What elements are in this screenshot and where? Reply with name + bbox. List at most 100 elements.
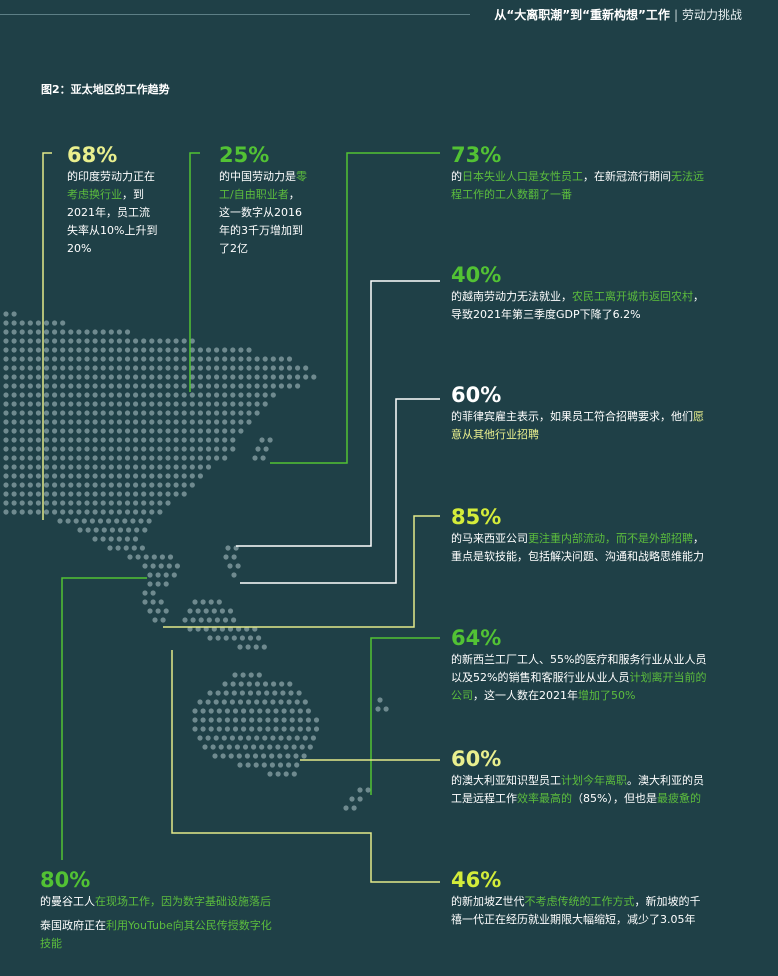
map-dot (11, 455, 17, 461)
map-dot (262, 681, 269, 687)
map-dot (138, 518, 144, 524)
map-dot (299, 744, 305, 750)
map-dot (216, 708, 222, 714)
map-dot (3, 509, 9, 515)
map-dot (200, 599, 206, 605)
map-dot (3, 374, 9, 380)
map-dot (225, 545, 231, 551)
map-dot (19, 437, 25, 443)
map-dot (222, 383, 228, 389)
map-dot (214, 617, 220, 623)
map-dot (280, 690, 286, 696)
map-dot (3, 347, 9, 353)
map-dot (200, 726, 206, 732)
map-dot (35, 491, 42, 497)
map-dot (165, 455, 171, 461)
map-dot (222, 681, 228, 687)
map-dot (84, 374, 90, 380)
map-dot (173, 419, 179, 425)
map-dot (60, 347, 66, 353)
map-dot (100, 491, 106, 497)
map-dot (189, 410, 195, 416)
map-dot (92, 536, 98, 542)
map-dot (289, 717, 295, 723)
map-dot (19, 509, 25, 515)
map-dot (150, 563, 156, 569)
map-dot (141, 347, 147, 353)
map-dot (256, 672, 262, 678)
map-dot (92, 347, 98, 353)
india-text-5: 20% (67, 242, 92, 255)
map-dot (181, 473, 187, 479)
map-dot (294, 735, 300, 741)
map-dot (43, 392, 50, 398)
bangkok-text-1: 的曼谷工人 (40, 895, 95, 908)
map-dot (35, 428, 42, 434)
map-dot (246, 356, 252, 362)
map-dot (223, 690, 229, 696)
map-dot (142, 599, 148, 605)
map-dot (60, 500, 66, 506)
map-dot (124, 392, 131, 398)
map-dot (155, 608, 161, 614)
map-dot (289, 726, 295, 732)
map-dot (133, 347, 139, 353)
map-dot (241, 708, 247, 714)
map-dot (205, 464, 212, 470)
map-dot (365, 787, 371, 793)
map-dot (35, 374, 42, 380)
map-dot (43, 437, 50, 443)
map-dot (262, 356, 268, 362)
map-dot (222, 374, 228, 380)
map-dot (205, 437, 212, 443)
map-dot (197, 473, 203, 479)
map-dot (60, 509, 66, 515)
stat-bangkok: 80% 的曼谷工人在现场工作，因为数字基础设施落后 泰国政府正在利用YouTub… (40, 867, 272, 953)
vietnam-highlight: 农民工离开城市返回农村 (572, 290, 693, 303)
map-dot (60, 437, 66, 443)
map-dot (60, 329, 66, 335)
map-dot (100, 374, 106, 380)
map-dot (216, 599, 222, 605)
map-dot (11, 491, 17, 497)
map-dot (173, 383, 179, 389)
map-dot (68, 410, 74, 416)
map-dot (11, 437, 17, 443)
map-dot (252, 753, 259, 759)
map-dot (165, 419, 171, 425)
map-dot (181, 437, 187, 443)
australia-highlight-1: 计划今年离职 (561, 774, 627, 787)
map-dot (141, 482, 147, 488)
map-dot (60, 338, 66, 344)
map-dot (76, 455, 82, 461)
map-dot (190, 617, 196, 623)
map-dot (297, 708, 303, 714)
map-dot (68, 455, 74, 461)
header-section: 劳动力挑战 (681, 8, 742, 22)
map-dot (106, 518, 112, 524)
map-dot (181, 347, 187, 353)
map-dot (108, 401, 114, 407)
map-dot (68, 338, 74, 344)
map-dot (108, 356, 114, 362)
map-dot (84, 437, 90, 443)
map-dot (43, 428, 50, 434)
map-dot (214, 392, 220, 398)
map-dot (150, 590, 156, 596)
map-dot (197, 446, 203, 452)
map-dot (124, 455, 131, 461)
map-dot (239, 635, 245, 641)
map-dot (19, 419, 25, 425)
stat-india: 68% 的印度劳动力正在 考虑换行业，到 2021年，员工流 失率从10%上升到… (67, 142, 157, 258)
map-dot (295, 383, 301, 389)
map-dot (229, 735, 235, 741)
map-dot (173, 401, 179, 407)
map-dot (92, 392, 98, 398)
map-dot (19, 410, 25, 416)
map-dot (197, 347, 203, 353)
map-dot (160, 617, 166, 623)
map-dot (43, 455, 50, 461)
map-dot (43, 365, 50, 371)
map-dot (142, 590, 148, 596)
map-dot (171, 572, 177, 578)
